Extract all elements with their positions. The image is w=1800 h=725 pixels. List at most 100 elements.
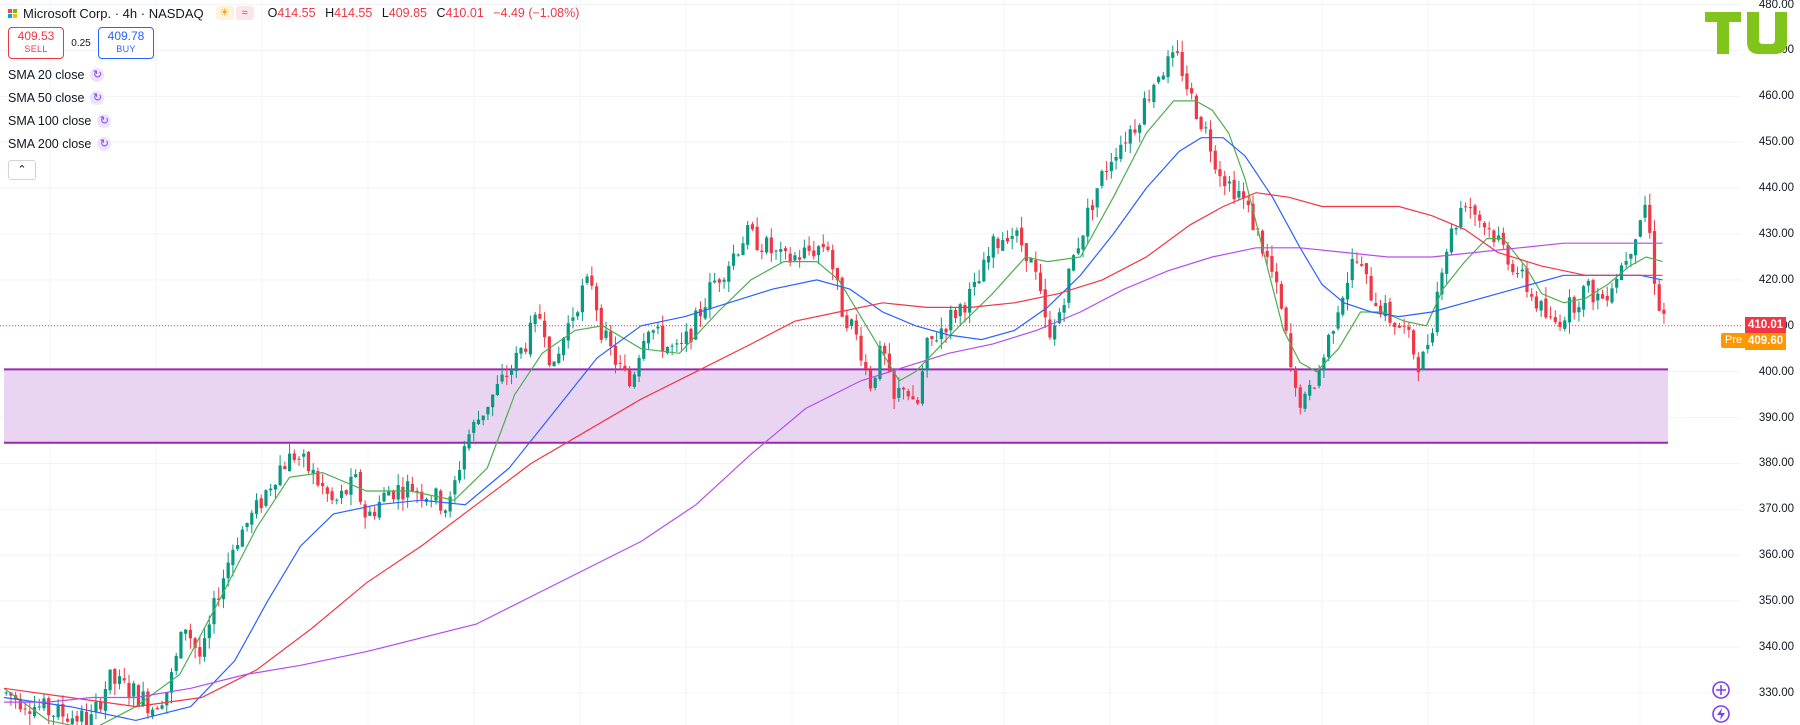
- sell-button[interactable]: 409.53 SELL: [8, 27, 64, 59]
- candle-body: [1577, 307, 1581, 313]
- candle-body: [689, 328, 693, 343]
- candle-body: [741, 243, 745, 256]
- candle-body: [245, 522, 249, 528]
- candle-body: [594, 286, 599, 311]
- candle-body: [1015, 230, 1019, 236]
- candle-body: [1095, 188, 1099, 208]
- candle-body: [1138, 125, 1142, 133]
- candle-body: [920, 371, 925, 404]
- candle-body: [632, 374, 636, 387]
- lightning-icon[interactable]: [1711, 704, 1731, 724]
- candle-body: [1600, 294, 1605, 299]
- candle-body: [831, 249, 835, 270]
- candle-body: [580, 285, 584, 313]
- candle-body: [108, 669, 112, 691]
- waves-icon[interactable]: ≈: [235, 6, 254, 20]
- candle-body: [311, 469, 315, 474]
- candle-body: [1109, 161, 1113, 172]
- candle-body: [1515, 273, 1520, 275]
- candle-body: [958, 304, 962, 317]
- candle-body: [883, 345, 887, 354]
- indicator-sma-100[interactable]: SMA 100 close ↻: [8, 110, 585, 131]
- candle-body: [661, 325, 665, 352]
- sun-icon[interactable]: ☀: [215, 6, 234, 20]
- candle-body: [56, 704, 60, 718]
- candle-body: [755, 226, 759, 251]
- candle-body: [972, 281, 976, 287]
- candle-body: [4, 692, 8, 694]
- candle-body: [798, 257, 802, 260]
- spread-value: 0.25: [71, 37, 91, 49]
- indicator-sma-20[interactable]: SMA 20 close ↻: [8, 64, 585, 85]
- indicator-label: SMA 200 close: [8, 136, 92, 151]
- candle-body: [47, 698, 51, 716]
- indicator-sma-200[interactable]: SMA 200 close ↻: [8, 133, 585, 154]
- candle-body: [94, 701, 98, 712]
- candle-body: [406, 481, 410, 498]
- candle-body: [713, 280, 717, 283]
- candle-body: [103, 688, 107, 711]
- candle-body: [439, 490, 443, 511]
- candle-body: [835, 268, 840, 281]
- candle-body: [136, 685, 141, 706]
- candle-body: [1364, 263, 1368, 275]
- candle-body: [1270, 256, 1274, 272]
- candle-body: [434, 488, 438, 501]
- candle-body: [1355, 261, 1359, 263]
- candle-body: [623, 365, 627, 371]
- refresh-icon[interactable]: ↻: [90, 67, 105, 82]
- candle-body: [854, 320, 858, 335]
- price-axis[interactable]: 330.00 340.00 350.00 360.00 370.00 380.00 390.…: [1741, 0, 1800, 725]
- candle-body: [1241, 191, 1246, 199]
- tu-logo: [1705, 12, 1787, 54]
- candle-body: [1156, 77, 1161, 83]
- candle-body: [1128, 129, 1132, 144]
- candle-body: [590, 275, 594, 286]
- candle-body: [1199, 116, 1203, 130]
- candle-body: [297, 458, 301, 460]
- candle-body: [240, 529, 244, 547]
- candle-body: [750, 224, 755, 230]
- candle-body: [873, 377, 877, 388]
- candle-body: [462, 446, 466, 470]
- candle-body: [1147, 99, 1151, 101]
- candle-body: [1308, 384, 1312, 396]
- candle-body: [911, 396, 915, 400]
- candle-body: [1563, 320, 1567, 329]
- refresh-icon[interactable]: ↻: [97, 113, 112, 128]
- candle-body: [1204, 127, 1208, 129]
- candle-body: [1657, 284, 1661, 311]
- candle-body: [906, 391, 910, 397]
- chevron-up-icon: ⌃: [17, 164, 27, 176]
- refresh-icon[interactable]: ↻: [97, 136, 112, 151]
- candle-body: [1393, 322, 1397, 328]
- symbol-title[interactable]: Microsoft Corp. · 4h · NASDAQ: [23, 5, 204, 21]
- collapse-legend-button[interactable]: ⌃: [8, 160, 36, 180]
- candle-body: [1633, 239, 1638, 256]
- candle-body: [1090, 205, 1095, 211]
- candle-body: [1492, 230, 1496, 243]
- candle-body: [467, 434, 471, 449]
- candle-body: [1175, 51, 1180, 53]
- candle-body: [892, 370, 896, 399]
- candle-body: [717, 279, 721, 283]
- indicator-sma-50[interactable]: SMA 50 close ↻: [8, 87, 585, 108]
- candle-body: [226, 562, 230, 579]
- candle-body: [1341, 297, 1345, 315]
- candle-body: [991, 236, 995, 258]
- price-chart[interactable]: [0, 0, 1741, 725]
- candle-body: [901, 387, 906, 390]
- candle-body: [75, 715, 79, 722]
- candle-body: [306, 451, 311, 472]
- candle-body: [302, 453, 306, 457]
- candle-body: [1520, 269, 1524, 272]
- candle-body: [221, 578, 226, 600]
- buy-button[interactable]: 409.78 BUY: [98, 27, 154, 59]
- candle-body: [453, 480, 457, 495]
- candle-body: [179, 632, 183, 659]
- candle-body: [354, 474, 358, 478]
- candle-body: [231, 549, 235, 566]
- refresh-icon[interactable]: ↻: [90, 90, 105, 105]
- crosshair-plus-icon[interactable]: [1711, 680, 1731, 700]
- candle-body: [1449, 228, 1454, 253]
